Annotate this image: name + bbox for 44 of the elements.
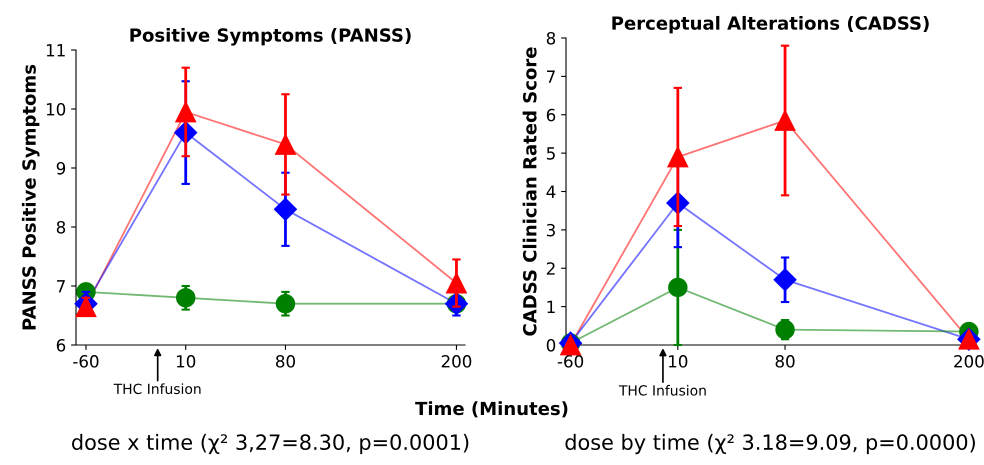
point bbox=[775, 320, 795, 340]
point bbox=[276, 294, 296, 314]
chart-title: Positive Symptoms (PANSS) bbox=[130, 28, 411, 46]
x-tick-label: 200 bbox=[954, 355, 984, 368]
text: dose by time (χ² 3.18=9.09, p=0.0000) bbox=[565, 434, 975, 454]
y-tick-label: 4 bbox=[546, 186, 556, 198]
y-tick-label: 11 bbox=[46, 44, 65, 56]
text: THC Infusion bbox=[618, 384, 706, 396]
point bbox=[175, 102, 196, 122]
y-tick-label: 5 bbox=[546, 147, 555, 160]
text: THC Infusion bbox=[114, 383, 201, 394]
point bbox=[774, 268, 797, 292]
x-axis-title: Time (Minutes) bbox=[415, 401, 568, 418]
x-tick-label: 10 bbox=[669, 355, 688, 368]
y-axis-title: PANSS Positive Symptoms bbox=[22, 64, 40, 330]
y-tick-label: 7 bbox=[547, 70, 555, 83]
y-tick-label: 1 bbox=[548, 300, 555, 313]
point bbox=[275, 134, 296, 155]
x-tick-label: -60 bbox=[73, 355, 98, 368]
y-tick-label: 2 bbox=[546, 262, 555, 275]
y-tick-label: 6 bbox=[546, 108, 556, 122]
y-tick-label: 9 bbox=[56, 162, 66, 175]
y-tick-label: 10 bbox=[46, 102, 66, 116]
point bbox=[274, 198, 297, 221]
y-axis-title: CADSS Clinician Rated Score bbox=[522, 47, 537, 336]
y-tick-label: 8 bbox=[56, 220, 66, 234]
x-tick-label: -60 bbox=[558, 355, 584, 368]
text: dose x time (χ² 3,27=8.30, p=0.0001) bbox=[72, 434, 468, 454]
x-tick-label: 10 bbox=[176, 355, 196, 368]
point bbox=[76, 296, 96, 318]
point bbox=[667, 146, 688, 168]
x-tick-label: 200 bbox=[442, 355, 472, 368]
y-tick-label: 7 bbox=[57, 280, 65, 292]
y-tick-label: 3 bbox=[546, 224, 555, 236]
chart-title: Perceptual Alterations (CADSS) bbox=[612, 16, 929, 34]
point bbox=[176, 288, 196, 308]
y-tick-label: 0 bbox=[546, 338, 556, 352]
point bbox=[668, 278, 688, 298]
x-tick-label: 80 bbox=[276, 355, 295, 368]
x-tick-label: 80 bbox=[776, 355, 795, 368]
point bbox=[446, 272, 467, 294]
y-tick-label: 8 bbox=[546, 32, 556, 45]
point bbox=[774, 110, 796, 131]
y-tick-label: 6 bbox=[56, 338, 66, 352]
